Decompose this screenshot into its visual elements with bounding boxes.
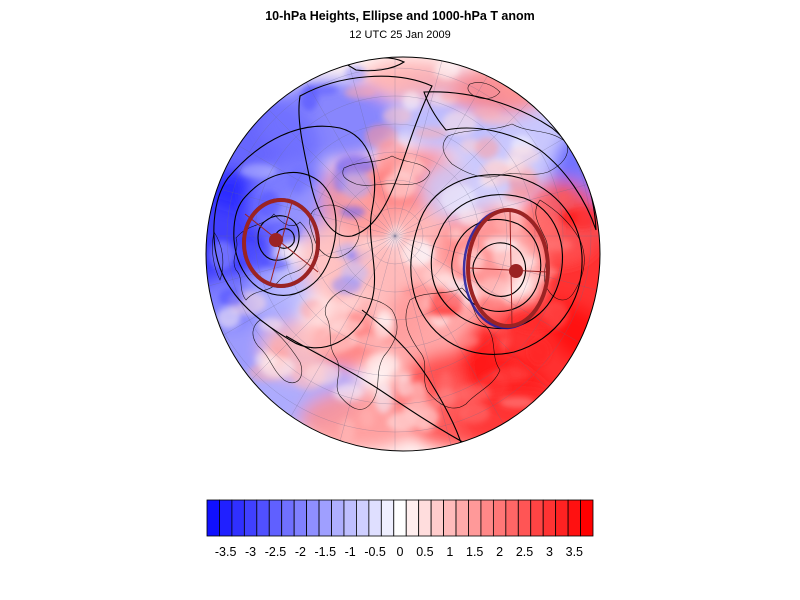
colorbar-box	[231, 499, 245, 537]
colorbar-tick-label: -2	[295, 545, 306, 559]
vortex-center-west	[269, 233, 283, 247]
vortex-ellipse-east	[462, 208, 550, 330]
colorbar-box	[468, 499, 482, 537]
colorbar-box	[480, 499, 494, 537]
colorbar-box	[293, 499, 308, 537]
colorbar-box	[393, 499, 407, 537]
polar-map	[205, 56, 601, 452]
colorbar-box	[318, 499, 332, 537]
colorbar-box	[530, 499, 544, 537]
colorbar-box	[219, 499, 233, 537]
colorbar-tick-label: -3.5	[215, 545, 237, 559]
colorbar-boxes	[206, 499, 594, 537]
colorbar-tick-label: 2.5	[516, 545, 533, 559]
colorbar-tick-label: -3	[245, 545, 256, 559]
colorbar-box	[256, 499, 270, 537]
colorbar-box	[343, 499, 357, 537]
colorbar-box	[368, 499, 382, 537]
colorbar-tick-label: 1	[446, 545, 453, 559]
colorbar-tick-label: 0	[397, 545, 404, 559]
colorbar-box	[331, 499, 345, 537]
colorbar-box	[517, 499, 532, 537]
colorbar-box	[380, 499, 395, 537]
colorbar-tick-label: -1.5	[315, 545, 337, 559]
colorbar-box	[430, 499, 444, 537]
colorbar-tick-label: 1.5	[466, 545, 483, 559]
colorbar-box	[555, 499, 569, 537]
colorbar-box	[455, 499, 469, 537]
colorbar-tick-label: 3	[546, 545, 553, 559]
colorbar-box	[492, 499, 507, 537]
colorbar-box	[206, 499, 220, 537]
colorbar-box	[405, 499, 420, 537]
map-border	[205, 56, 601, 452]
colorbar-box	[567, 499, 581, 537]
colorbar-box	[418, 499, 432, 537]
colorbar-box	[306, 499, 320, 537]
colorbar-tick-label: 2	[496, 545, 503, 559]
colorbar-tick-label: -1	[345, 545, 356, 559]
colorbar-tick-label: 0.5	[416, 545, 433, 559]
colorbar-box	[281, 499, 295, 537]
colorbar-box	[443, 499, 457, 537]
colorbar-tick-label: -2.5	[265, 545, 287, 559]
temperature-anomaly-detail	[209, 60, 599, 443]
colorbar-tick-label: 3.5	[566, 545, 583, 559]
vortex-ellipse-west	[242, 198, 320, 288]
colorbar-box	[505, 499, 519, 537]
height-contours	[213, 57, 597, 447]
colorbar-labels: -3.5 -3 -2.5 -2 -1.5 -1 -0.5 0 0.5 1 1.5 2 2.5 3 3.5	[215, 545, 583, 559]
colorbar-box	[243, 499, 258, 537]
colorbar-box	[268, 499, 283, 537]
figure-subtitle: 12 UTC 25 Jan 2009	[349, 29, 451, 41]
colorbar-box	[356, 499, 370, 537]
figure-title: 10-hPa Heights, Ellipse and 1000-hPa T a…	[265, 9, 535, 23]
colorbar-box	[542, 499, 557, 537]
vortex-center-east	[509, 264, 523, 278]
colorbar-tick-label: -0.5	[364, 545, 386, 559]
colorbar-box	[580, 499, 594, 537]
